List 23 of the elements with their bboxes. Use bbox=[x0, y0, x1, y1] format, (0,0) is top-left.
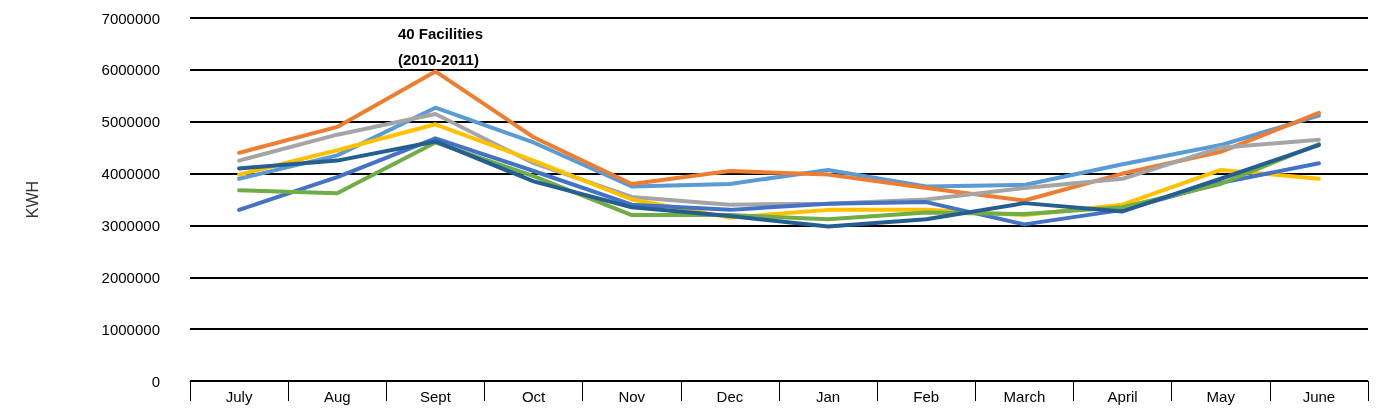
y-tick-label: 7000000 bbox=[101, 9, 160, 27]
x-tick-label: Feb bbox=[913, 388, 940, 405]
y-tick-label: 3000000 bbox=[101, 216, 160, 234]
y-tick-label: 0 bbox=[151, 372, 160, 390]
y-tick-label: 6000000 bbox=[101, 61, 160, 79]
x-tick-label: March bbox=[1003, 388, 1046, 405]
x-tick-label: Nov bbox=[618, 388, 646, 405]
x-tick-label: June bbox=[1302, 388, 1336, 405]
x-tick-label: July bbox=[225, 388, 253, 405]
x-tick-label: Sept bbox=[419, 388, 452, 405]
y-tick-label: 1000000 bbox=[101, 320, 160, 338]
x-tick-label: April bbox=[1107, 388, 1138, 405]
x-tick-label: Jan bbox=[815, 388, 841, 405]
y-tick-label: 5000000 bbox=[101, 113, 160, 131]
annotation: 40 Facilities (2010-2011) bbox=[398, 24, 484, 68]
x-tick-label: Dec bbox=[716, 388, 744, 405]
x-tick-label: Aug bbox=[323, 388, 351, 405]
y-axis-title: KWH bbox=[23, 180, 41, 219]
y-tick-label: 2000000 bbox=[101, 268, 160, 286]
x-tick-label: Oct bbox=[521, 388, 547, 405]
y-tick-label: 4000000 bbox=[101, 165, 160, 183]
line-series bbox=[237, 69, 1321, 203]
x-tick-label: May bbox=[1206, 388, 1236, 405]
